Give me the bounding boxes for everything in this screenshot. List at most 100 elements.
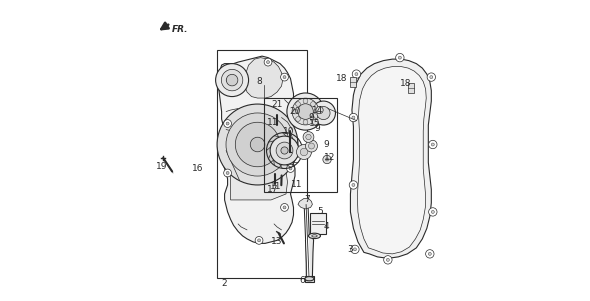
Circle shape <box>312 119 319 125</box>
Text: 9: 9 <box>314 123 320 132</box>
Circle shape <box>323 155 331 164</box>
Circle shape <box>349 181 358 189</box>
Circle shape <box>296 117 300 121</box>
Circle shape <box>303 132 314 142</box>
Text: 21: 21 <box>271 100 283 109</box>
Circle shape <box>224 169 231 177</box>
Circle shape <box>314 109 319 114</box>
Circle shape <box>398 56 401 59</box>
Text: 12: 12 <box>324 154 335 163</box>
Circle shape <box>289 167 292 170</box>
Text: 3: 3 <box>348 245 353 254</box>
Circle shape <box>317 107 330 119</box>
Bar <box>217 50 307 278</box>
Text: 19: 19 <box>156 163 168 172</box>
Bar <box>408 83 414 93</box>
Circle shape <box>384 256 392 264</box>
Circle shape <box>326 158 329 161</box>
Circle shape <box>428 208 437 216</box>
Text: 7: 7 <box>304 195 310 204</box>
Text: 11: 11 <box>267 117 278 126</box>
Ellipse shape <box>309 233 320 239</box>
Bar <box>349 77 356 87</box>
Circle shape <box>283 76 286 79</box>
Circle shape <box>221 69 243 91</box>
Circle shape <box>297 144 312 160</box>
Bar <box>310 213 326 234</box>
Circle shape <box>255 237 263 244</box>
Circle shape <box>310 117 316 121</box>
Text: 2: 2 <box>222 279 227 288</box>
Text: 9: 9 <box>309 113 314 122</box>
Polygon shape <box>219 56 295 244</box>
Circle shape <box>386 258 389 261</box>
Text: 18: 18 <box>400 79 412 88</box>
Ellipse shape <box>312 235 317 237</box>
Circle shape <box>296 102 300 107</box>
Circle shape <box>303 98 308 103</box>
Circle shape <box>215 64 248 97</box>
Circle shape <box>298 104 313 119</box>
Text: 15: 15 <box>309 119 320 128</box>
Circle shape <box>309 143 314 149</box>
Text: 17: 17 <box>267 185 278 194</box>
Bar <box>264 98 337 192</box>
Circle shape <box>350 245 359 253</box>
Circle shape <box>276 142 293 159</box>
Circle shape <box>303 120 308 125</box>
Text: 10: 10 <box>283 126 295 135</box>
Circle shape <box>224 76 231 84</box>
Circle shape <box>431 143 434 146</box>
Circle shape <box>427 73 435 81</box>
Text: 14: 14 <box>312 106 323 115</box>
Circle shape <box>352 183 355 186</box>
Circle shape <box>428 252 431 255</box>
Circle shape <box>250 137 265 152</box>
Circle shape <box>224 119 231 127</box>
Circle shape <box>235 122 280 167</box>
Text: 16: 16 <box>192 164 204 173</box>
Circle shape <box>226 79 229 82</box>
Circle shape <box>281 73 289 81</box>
Circle shape <box>227 74 238 86</box>
Circle shape <box>270 136 299 165</box>
Circle shape <box>306 140 317 152</box>
Polygon shape <box>298 198 312 209</box>
Text: 13: 13 <box>271 237 283 247</box>
Polygon shape <box>358 67 426 254</box>
Text: FR.: FR. <box>172 25 189 34</box>
Text: 6: 6 <box>300 276 306 285</box>
Circle shape <box>300 148 308 156</box>
Circle shape <box>226 122 229 125</box>
Circle shape <box>349 113 358 122</box>
Polygon shape <box>306 236 313 279</box>
Circle shape <box>264 58 272 66</box>
Circle shape <box>292 98 319 125</box>
Text: 20: 20 <box>289 107 301 116</box>
Circle shape <box>355 73 358 76</box>
Circle shape <box>267 61 270 64</box>
Text: 9: 9 <box>323 140 329 149</box>
Circle shape <box>428 140 437 149</box>
Ellipse shape <box>305 277 314 281</box>
Circle shape <box>217 104 298 185</box>
Circle shape <box>306 134 311 140</box>
Text: 11: 11 <box>291 181 302 189</box>
Circle shape <box>431 210 434 213</box>
Circle shape <box>287 165 294 172</box>
Circle shape <box>293 109 297 114</box>
Circle shape <box>316 107 323 114</box>
Circle shape <box>226 172 229 175</box>
Text: 4: 4 <box>324 222 329 231</box>
Circle shape <box>425 250 434 258</box>
Text: 11: 11 <box>270 182 281 191</box>
Circle shape <box>283 206 286 209</box>
Circle shape <box>281 203 289 211</box>
Polygon shape <box>350 59 431 258</box>
Circle shape <box>287 93 324 130</box>
Circle shape <box>352 116 355 119</box>
Circle shape <box>310 102 316 107</box>
Circle shape <box>281 147 288 154</box>
Text: 5: 5 <box>317 207 323 216</box>
Polygon shape <box>231 160 287 200</box>
